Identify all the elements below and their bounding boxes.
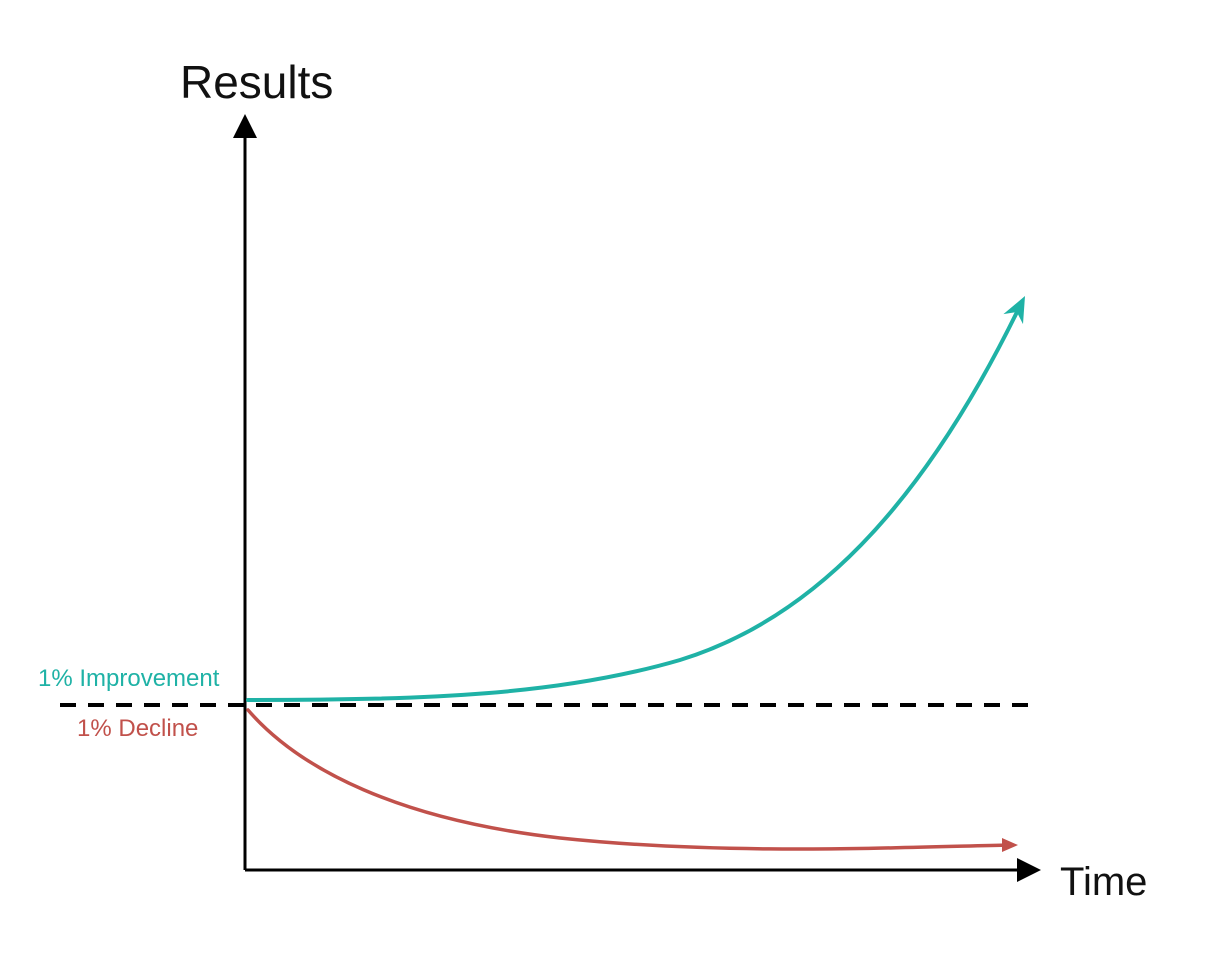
improvement-curve	[248, 310, 1018, 700]
x-axis-title: Time	[1060, 860, 1147, 905]
chart-stage: Results Time 1% Improvement 1% Decline	[0, 0, 1225, 980]
decline-arrowhead-icon	[1002, 838, 1018, 852]
y-axis-title: Results	[180, 55, 333, 109]
improvement-label: 1% Improvement	[38, 665, 219, 693]
improvement-arrowhead-icon	[1003, 291, 1034, 324]
compound-growth-chart	[0, 0, 1225, 980]
decline-curve	[248, 710, 1010, 849]
decline-label: 1% Decline	[77, 715, 198, 743]
